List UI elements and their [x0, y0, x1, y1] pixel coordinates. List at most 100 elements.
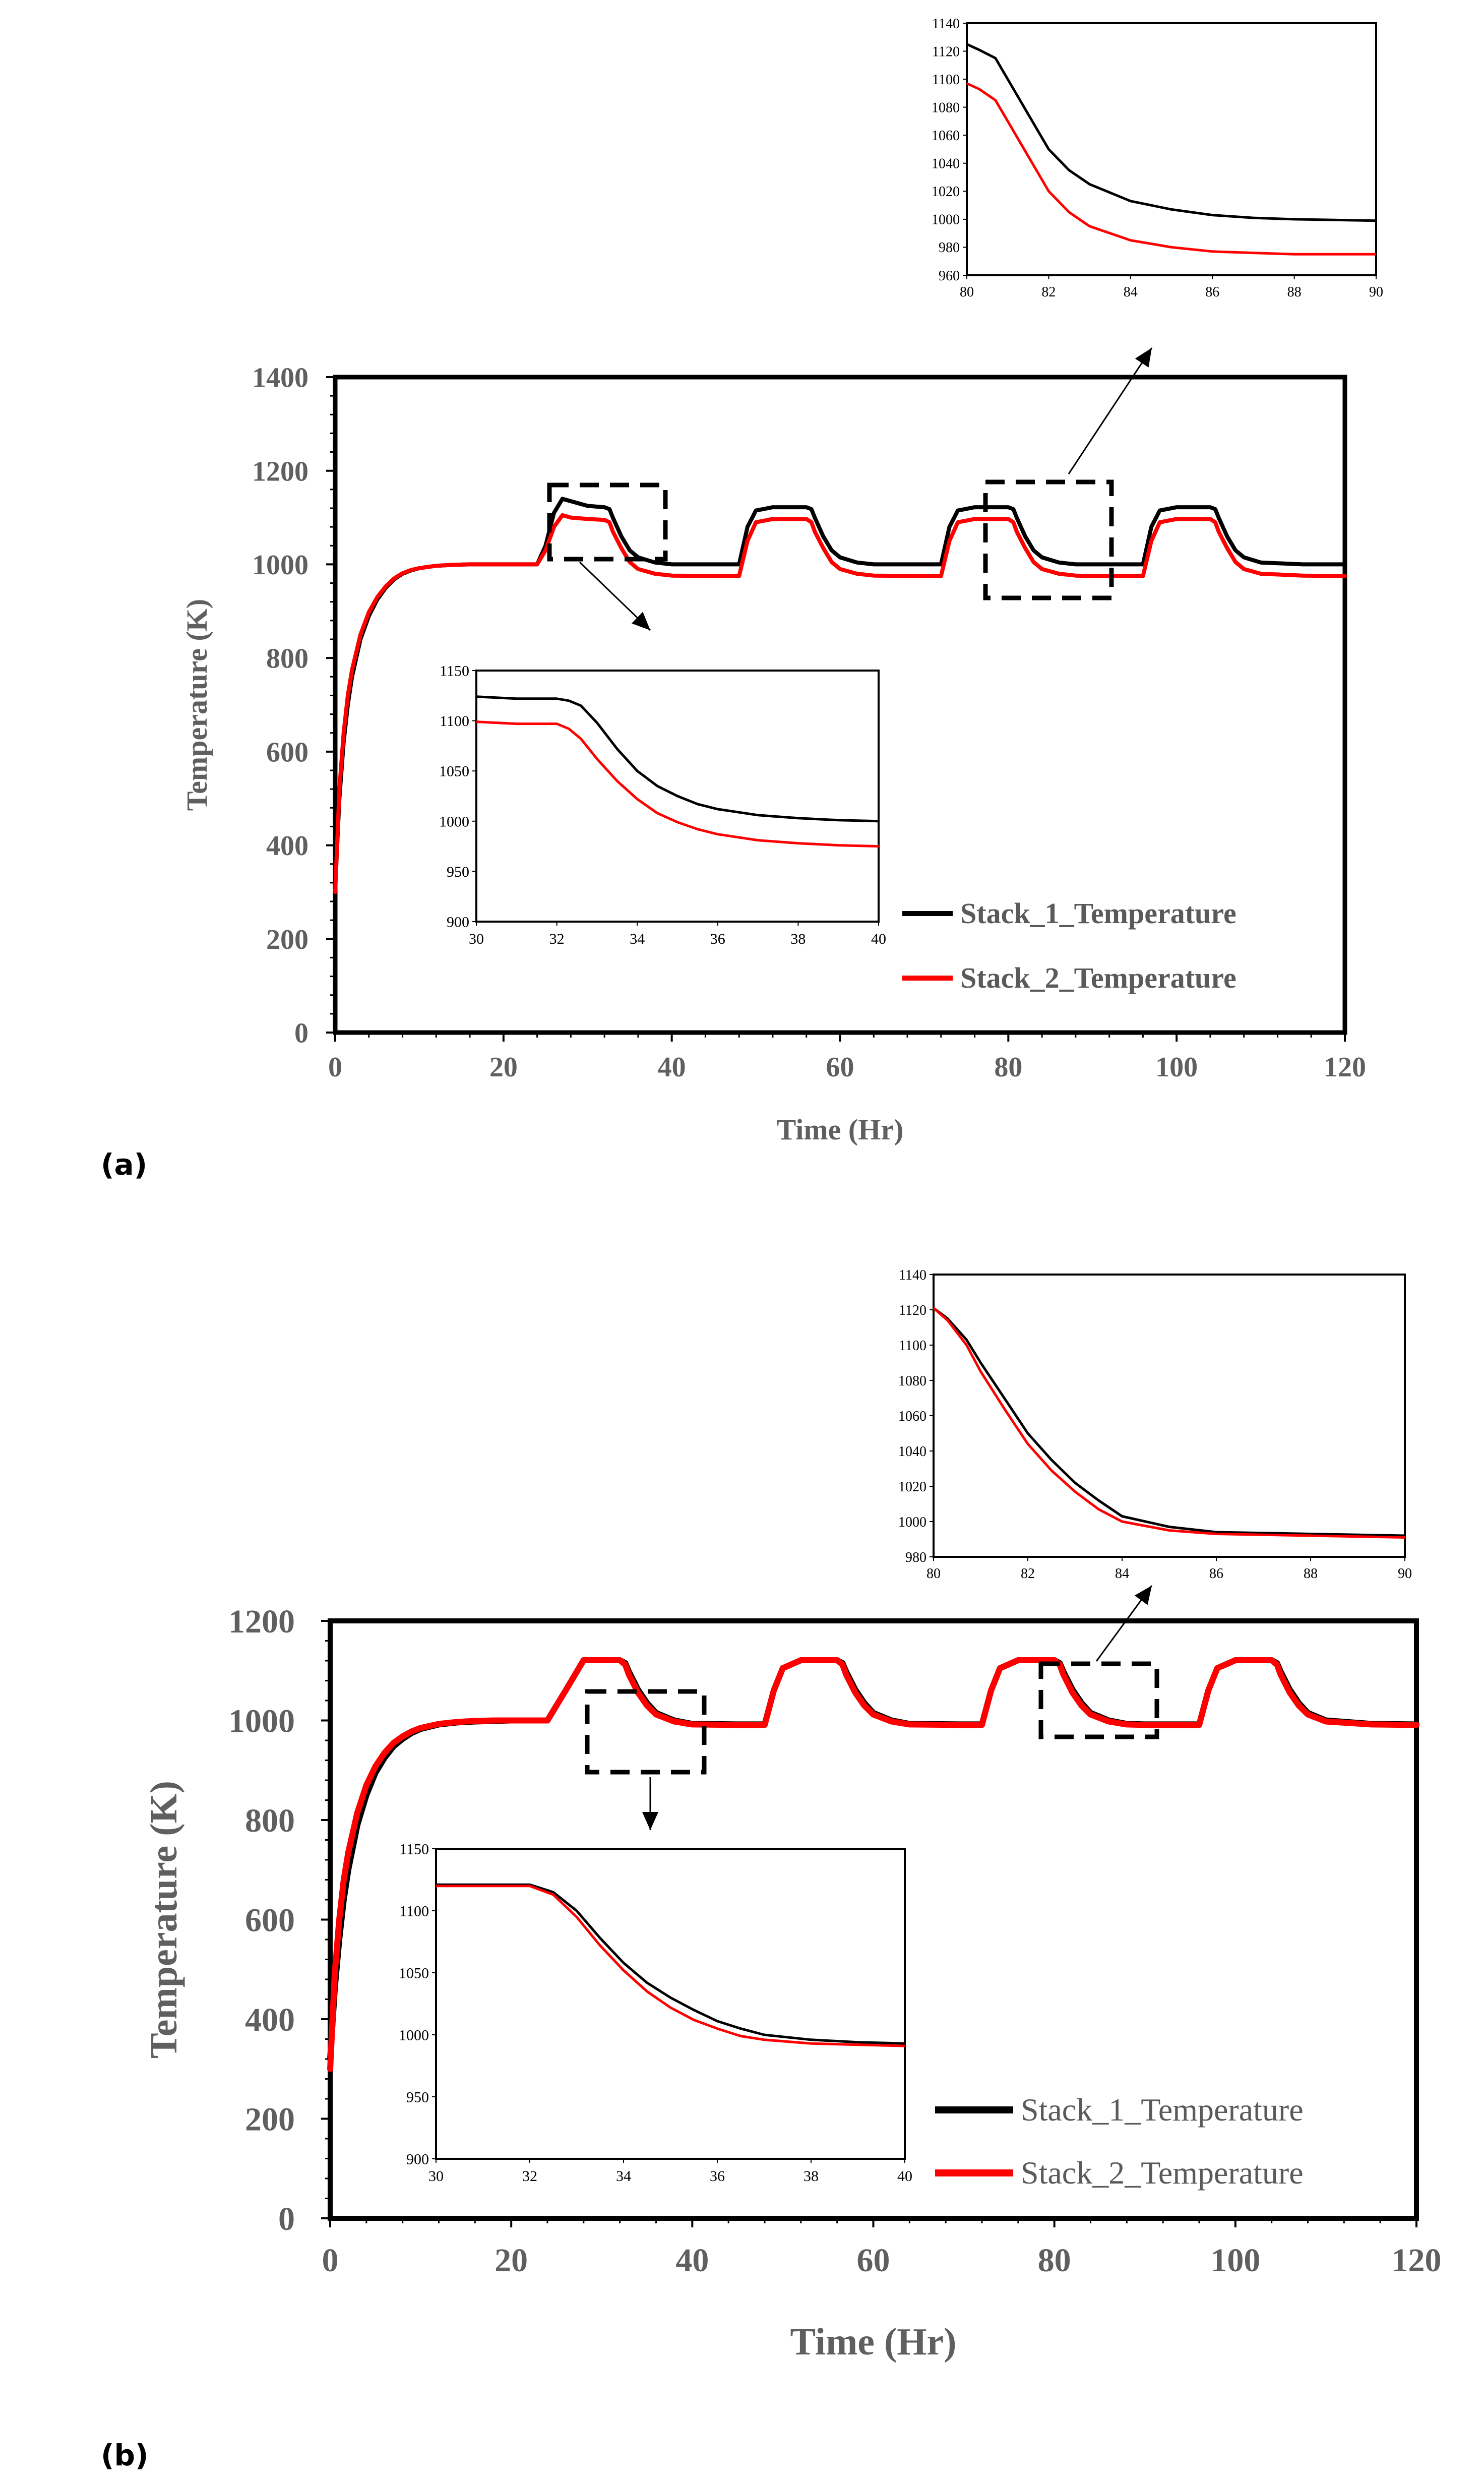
inset-y-tick-label: 980	[939, 240, 960, 256]
inset-y-tick-label: 1040	[932, 156, 960, 172]
panel-label-b: (b)	[101, 2438, 149, 2472]
y-tick-label: 1400	[252, 362, 308, 394]
chart-panel-b: 0 200 400 600 800 1000 1200 0 20 40 60 80 100 120 Time…	[143, 1267, 1442, 2363]
inset-chart: 980 1000 1020 1040 1060 1080 1100 1120 1140 80 82 8…	[898, 1267, 1412, 1582]
inset-x-tick-label: 88	[1304, 1566, 1318, 1582]
inset-y-tick-label: 1060	[932, 128, 960, 144]
legend-label-stack-2: Stack_2_Temperature	[1021, 2155, 1304, 2191]
inset-frame	[966, 22, 1377, 276]
y-axis-title: Temperature (K)	[143, 1781, 185, 2059]
zoom-region-box	[585, 1689, 707, 1775]
inset-y-tick-label: 900	[447, 914, 469, 931]
inset-y-tick-label: 1000	[439, 813, 469, 830]
y-tick-label: 0	[278, 2201, 295, 2237]
inset-x-tick-label: 80	[926, 1566, 941, 1582]
inset-x-tick-label: 80	[960, 284, 974, 300]
inset-x-tick-label: 86	[1205, 284, 1219, 300]
inset-y-tick-label: 980	[905, 1550, 926, 1565]
inset-x-tick-label: 84	[1124, 284, 1138, 300]
inset-y-tick-label: 1080	[932, 100, 960, 115]
inset-y-tick-label: 1020	[898, 1479, 926, 1495]
series-line-stack-2	[327, 1657, 1419, 2072]
inset-chart: 900 950 1000 1050 1100 1150 30 32 34 36 38 40	[439, 663, 886, 948]
y-tick-label: 600	[266, 737, 308, 768]
inset-series-line-stack-2	[933, 1307, 1405, 1539]
x-tick-label: 20	[489, 1052, 518, 1083]
y-tick-label: 1200	[252, 456, 308, 487]
inset-y-tick-label: 1000	[399, 2027, 429, 2044]
x-axis-title: Time (Hr)	[790, 2321, 957, 2363]
y-tick-label: 800	[266, 643, 308, 675]
y-tick-label: 200	[266, 924, 308, 955]
legend-label-stack-2: Stack_2_Temperature	[960, 961, 1236, 994]
legend-label-stack-1: Stack_1_Temperature	[1021, 2092, 1304, 2128]
inset-chart: 960 980 1000 1020 1040 1060 1080 1100 1120 1140 80…	[932, 16, 1383, 300]
inset-x-tick-label: 84	[1115, 1566, 1129, 1582]
inset-x-tick-label: 32	[522, 2168, 537, 2185]
chart-panel-a: 0 200 400 600 800 1000 1200 1400 0 20 40 60 80 100 120…	[180, 16, 1383, 1146]
zoom-region-box	[1038, 1661, 1159, 1739]
y-tick-label: 0	[294, 1018, 308, 1049]
inset-y-tick-label: 1100	[440, 713, 469, 730]
legend-label-stack-1: Stack_1_Temperature	[960, 897, 1236, 930]
y-tick-label: 200	[245, 2101, 295, 2138]
inset-y-tick-label: 960	[939, 268, 960, 284]
inset-x-tick-label: 34	[630, 931, 645, 947]
x-tick-label: 60	[857, 2242, 890, 2279]
inset-y-tick-label: 1150	[440, 663, 469, 680]
x-tick-label: 80	[1038, 2242, 1071, 2279]
zoom-region-box	[547, 482, 668, 562]
inset-y-tick-label: 1150	[399, 1841, 429, 1858]
x-tick-label: 100	[1155, 1052, 1198, 1083]
inset-y-tick-label: 950	[447, 864, 469, 880]
inset-x-tick-label: 86	[1209, 1566, 1223, 1582]
y-tick-label: 400	[245, 2002, 295, 2038]
inset-frame	[933, 1274, 1406, 1558]
zoom-arrow-head	[1134, 1586, 1152, 1605]
x-tick-label: 100	[1210, 2242, 1260, 2279]
x-tick-label: 20	[494, 2242, 528, 2279]
x-tick-label: 0	[328, 1052, 342, 1083]
zoom-arrow-head	[631, 612, 650, 630]
inset-series-line-stack-2	[966, 82, 1376, 256]
x-tick-label: 120	[1392, 2242, 1442, 2279]
zoom-arrow-line	[1068, 347, 1153, 474]
inset-x-tick-label: 82	[1041, 284, 1056, 300]
inset-x-tick-label: 82	[1021, 1566, 1035, 1582]
inset-chart: 900 950 1000 1050 1100 1150 30 32 34 36 38 40	[399, 1841, 912, 2185]
x-axis-title: Time (Hr)	[777, 1113, 904, 1146]
inset-x-tick-label: 38	[803, 2168, 819, 2185]
y-tick-label: 800	[245, 1802, 295, 1839]
inset-y-tick-label: 1140	[899, 1267, 926, 1283]
y-tick-label: 1000	[252, 550, 308, 581]
inset-frame	[435, 1848, 906, 2160]
inset-x-tick-label: 40	[897, 2168, 912, 2185]
inset-y-tick-label: 1140	[932, 16, 960, 32]
inset-x-tick-label: 30	[469, 931, 484, 947]
x-tick-label: 40	[675, 2242, 709, 2279]
inset-y-tick-label: 1020	[932, 184, 960, 200]
y-tick-label: 1200	[228, 1603, 295, 1640]
inset-y-tick-label: 1050	[439, 763, 469, 780]
inset-y-tick-label: 1120	[932, 44, 960, 59]
x-tick-label: 60	[826, 1052, 854, 1083]
inset-x-tick-label: 90	[1398, 1566, 1412, 1582]
inset-y-tick-label: 1120	[899, 1303, 926, 1318]
inset-x-tick-label: 38	[790, 931, 806, 947]
inset-y-tick-label: 900	[406, 2151, 429, 2168]
inset-y-tick-label: 1100	[399, 1903, 429, 1920]
inset-x-tick-label: 36	[710, 931, 725, 947]
zoom-arrow-head	[1135, 348, 1152, 368]
y-tick-label: 1000	[228, 1703, 295, 1740]
x-tick-label: 80	[994, 1052, 1022, 1083]
inset-x-tick-label: 34	[616, 2168, 631, 2185]
inset-y-tick-label: 1040	[898, 1444, 926, 1460]
series-line-stack-2	[333, 513, 1347, 894]
inset-y-tick-label: 1100	[899, 1338, 926, 1354]
inset-y-tick-label: 950	[406, 2089, 429, 2106]
y-tick-label: 600	[245, 1902, 295, 1939]
inset-series-line-stack-1	[933, 1307, 1405, 1537]
inset-series-line-stack-1	[436, 1883, 905, 2045]
x-tick-label: 40	[658, 1052, 686, 1083]
